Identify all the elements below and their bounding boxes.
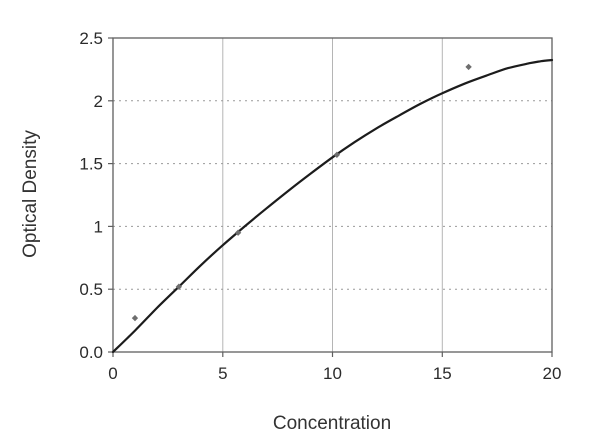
y-tick-label: 2 xyxy=(94,92,103,111)
x-tick-label: 0 xyxy=(108,364,117,383)
x-tick-label: 15 xyxy=(433,364,452,383)
data-point xyxy=(131,314,139,322)
fit-curve xyxy=(111,58,554,354)
data-point xyxy=(465,63,472,71)
y-tick-label: 2.5 xyxy=(79,29,103,48)
data-point xyxy=(234,229,242,236)
x-axis-title: Concentration xyxy=(272,413,392,434)
data-point xyxy=(175,283,182,290)
x-tick-label: 10 xyxy=(323,364,342,383)
x-tick-label: 5 xyxy=(218,364,227,383)
x-tick-label: 20 xyxy=(543,364,562,383)
y-tick-label: 1.5 xyxy=(79,155,103,174)
y-axis-title: Optical Density xyxy=(20,130,41,258)
y-tick-label: 0.0 xyxy=(79,343,103,362)
y-tick-label: 0.5 xyxy=(79,280,103,299)
y-tick-label: 1 xyxy=(94,217,103,236)
data-point xyxy=(333,151,341,158)
